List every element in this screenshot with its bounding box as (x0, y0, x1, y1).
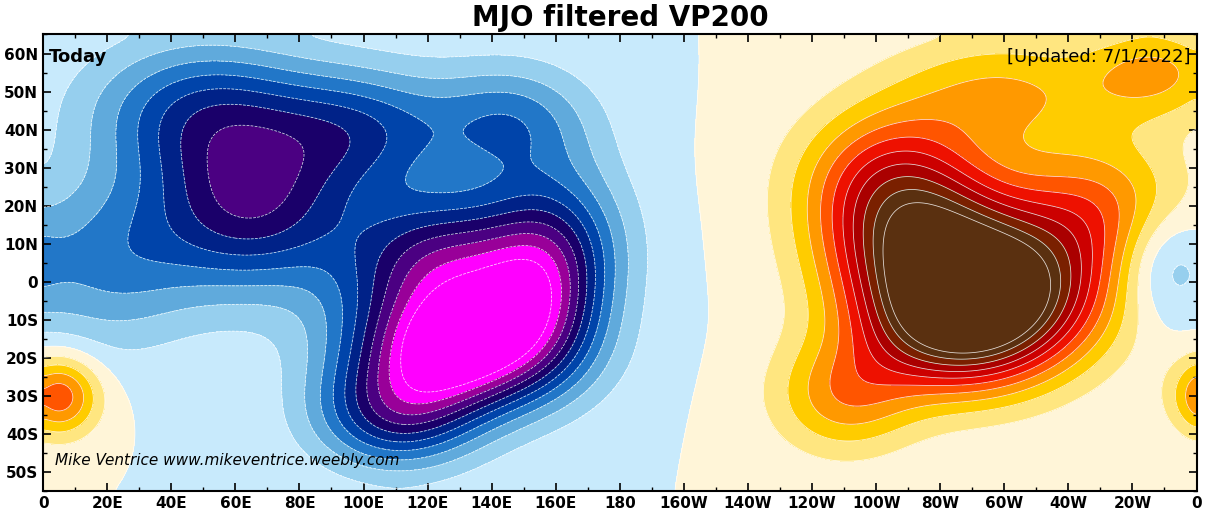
Title: MJO filtered VP200: MJO filtered VP200 (472, 4, 768, 32)
Text: Mike Ventrice www.mikeventrice.weebly.com: Mike Ventrice www.mikeventrice.weebly.co… (54, 453, 399, 468)
Text: [Updated: 7/1/2022]: [Updated: 7/1/2022] (1007, 48, 1190, 66)
Text: Today: Today (49, 48, 107, 66)
